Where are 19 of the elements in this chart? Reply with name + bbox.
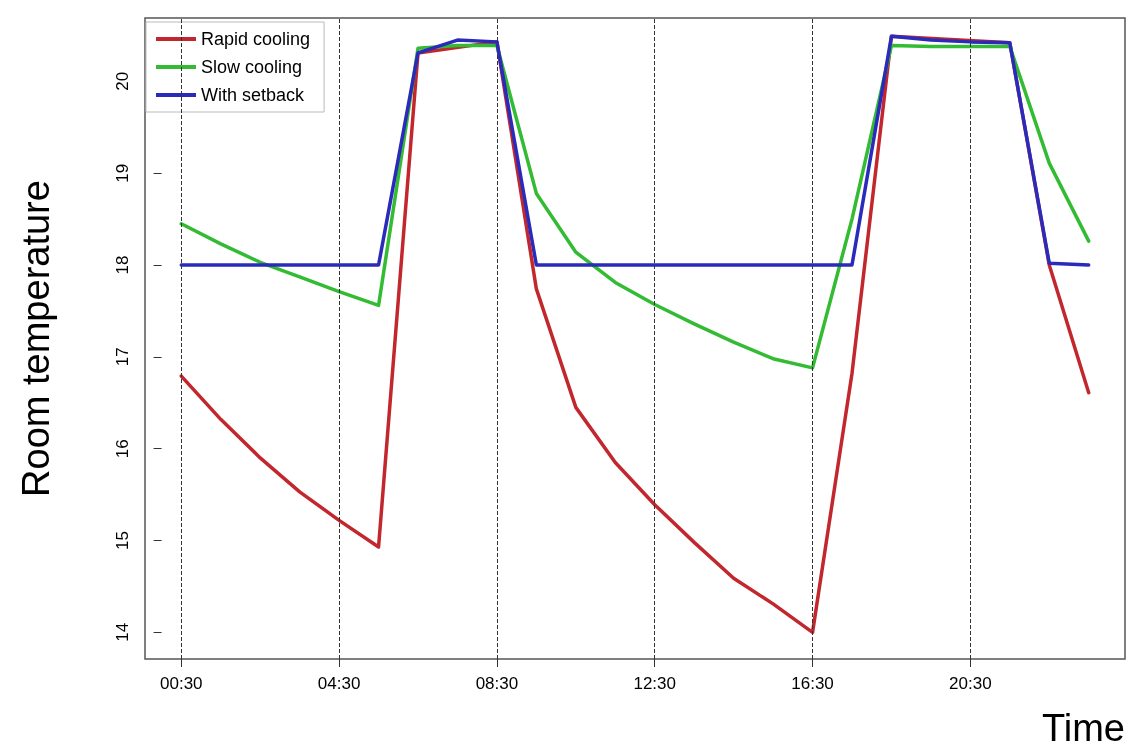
y-tick-label: 18 — [113, 255, 132, 275]
x-tick-label: 00:30 — [160, 674, 203, 693]
x-tick-label: 16:30 — [791, 674, 834, 693]
x-tick-label: 04:30 — [317, 674, 361, 693]
legend-label: Slow cooling — [201, 57, 303, 77]
y-tick-label: 19 — [113, 163, 132, 183]
y-tick-label: 16 — [113, 439, 132, 459]
x-tick-label: 08:30 — [475, 674, 519, 693]
y-axis-title: Room temperature — [15, 180, 57, 497]
line-series — [179, 34, 1091, 267]
y-tick-label: 15 — [113, 531, 132, 550]
y-tick-label: 20 — [113, 71, 132, 91]
x-axis-title: Time — [1041, 707, 1125, 749]
legend-label: With setback — [201, 85, 306, 105]
y-tick-label: 14 — [113, 622, 132, 642]
legend-label: Rapid cooling — [201, 29, 311, 49]
x-tick-label: 20:30 — [949, 674, 992, 693]
x-tick-label: 12:30 — [633, 674, 676, 693]
y-tick-label: 17 — [113, 347, 132, 367]
